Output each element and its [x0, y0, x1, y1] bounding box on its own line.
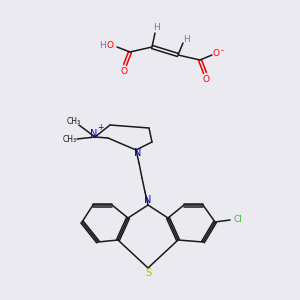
Text: CH₃: CH₃ [63, 134, 77, 143]
Text: O: O [202, 74, 209, 83]
Text: N: N [90, 129, 98, 139]
Text: O: O [121, 67, 128, 76]
Text: N: N [134, 148, 142, 158]
Text: -: - [220, 46, 224, 56]
Text: O: O [212, 50, 220, 58]
Text: Cl: Cl [234, 215, 242, 224]
Text: +: + [97, 124, 103, 133]
Text: N: N [144, 195, 152, 205]
Text: O: O [106, 41, 113, 50]
Text: H: H [184, 34, 190, 43]
Text: H: H [154, 23, 160, 32]
Text: CH₃: CH₃ [67, 116, 81, 125]
Text: S: S [145, 268, 151, 278]
Text: H: H [100, 41, 106, 50]
